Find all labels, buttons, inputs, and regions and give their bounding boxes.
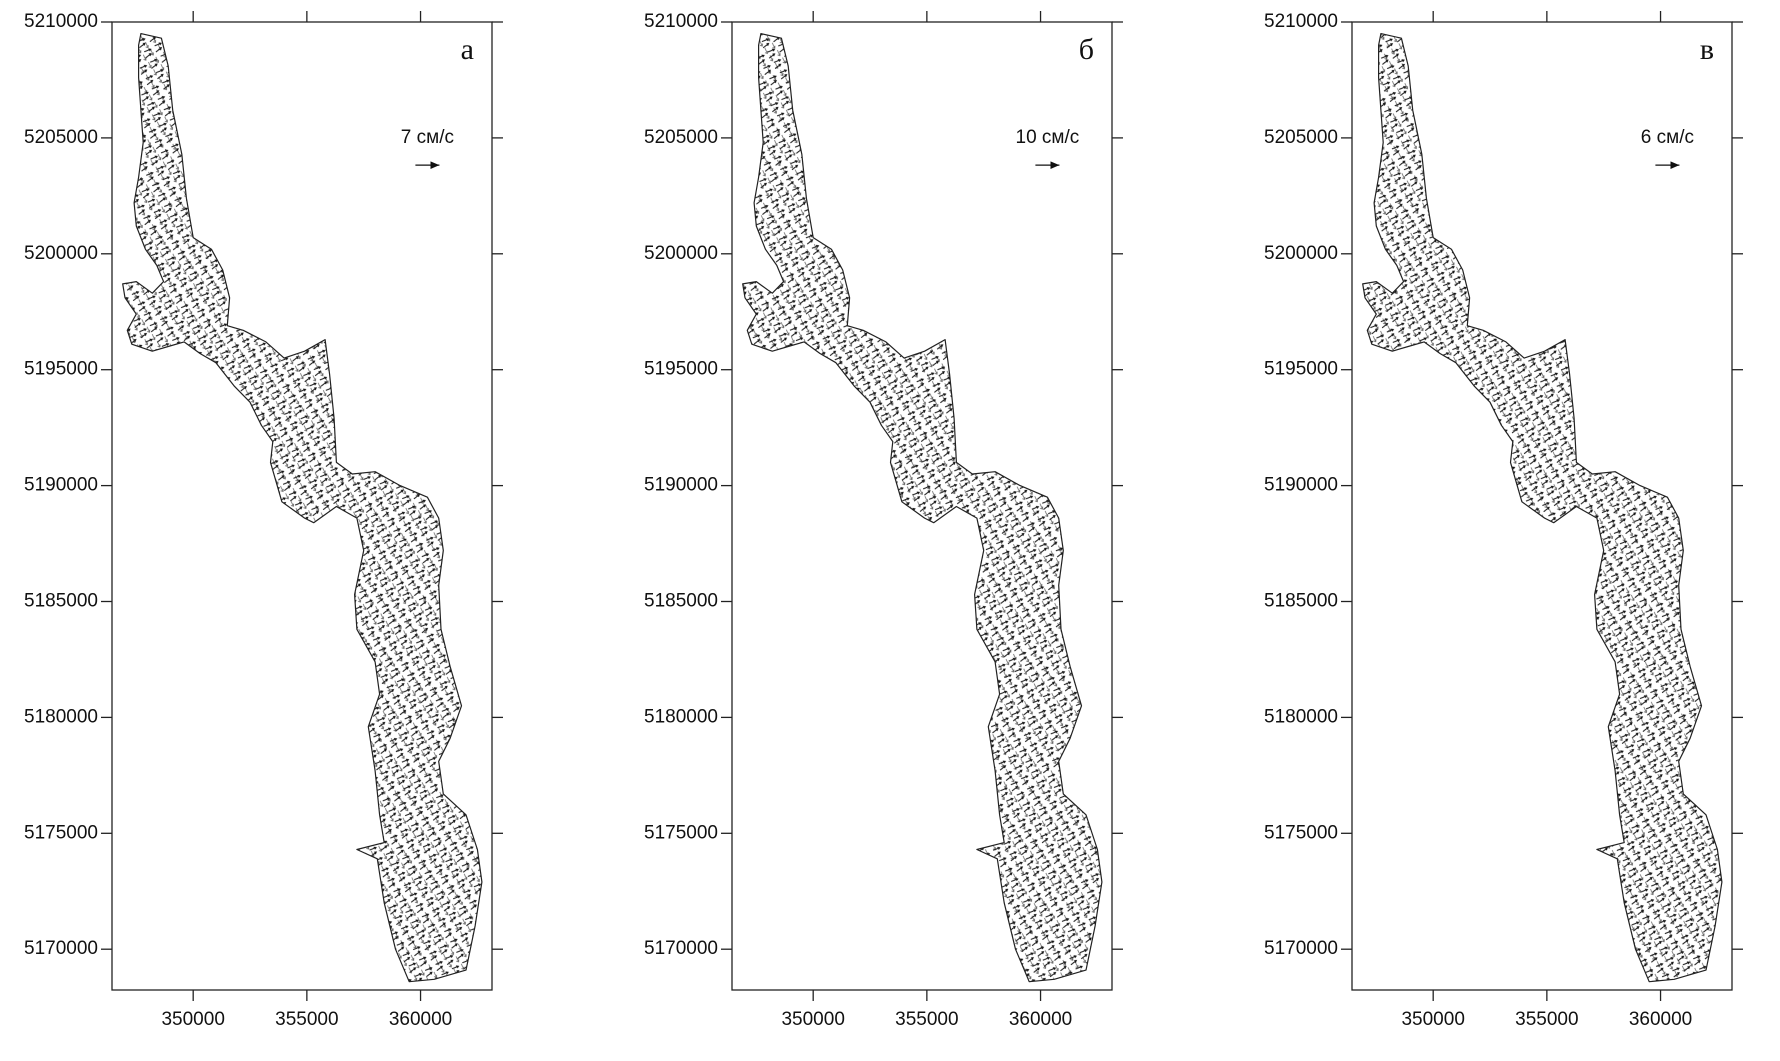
- y-tick-label: 5185000: [24, 591, 98, 612]
- y-tick-label: 5170000: [1264, 938, 1338, 959]
- y-tick-label: 5170000: [24, 938, 98, 959]
- x-tick-label: 355000: [275, 1009, 338, 1030]
- y-tick-label: 5200000: [644, 243, 718, 264]
- x-tick-label: 355000: [895, 1009, 958, 1030]
- scale-label: 6 см/с: [1641, 127, 1694, 148]
- y-tick-label: 5180000: [24, 706, 98, 727]
- y-tick-label: 5200000: [24, 243, 98, 264]
- y-tick-label: 5190000: [24, 475, 98, 496]
- scale-label: 10 см/с: [1016, 127, 1080, 148]
- y-tick-label: 5170000: [644, 938, 718, 959]
- panel: 350000 355000 360000 5170000 5175000 5180000 5…: [1264, 11, 1743, 1030]
- y-tick-label: 5180000: [644, 706, 718, 727]
- x-tick-label: 350000: [1401, 1009, 1464, 1030]
- y-tick-label: 5175000: [644, 822, 718, 843]
- lake-field-overlay: [123, 34, 482, 982]
- panel-label: а: [461, 33, 474, 66]
- y-tick-label: 5175000: [1264, 822, 1338, 843]
- lake-field-overlay: [743, 34, 1102, 982]
- y-tick-label: 5210000: [644, 11, 718, 32]
- y-tick-label: 5195000: [644, 359, 718, 380]
- y-tick-label: 5190000: [644, 475, 718, 496]
- panel-label: в: [1700, 33, 1714, 66]
- panel-label: б: [1079, 33, 1094, 66]
- scale-label: 7 см/с: [401, 127, 454, 148]
- lake-field-overlay: [1363, 34, 1722, 982]
- x-tick-label: 350000: [781, 1009, 844, 1030]
- y-tick-label: 5205000: [644, 127, 718, 148]
- y-tick-label: 5200000: [1264, 243, 1338, 264]
- y-tick-label: 5205000: [24, 127, 98, 148]
- y-tick-label: 5195000: [1264, 359, 1338, 380]
- panel: 350000 355000 360000 5170000 5175000 5180000 5…: [644, 11, 1123, 1030]
- y-tick-label: 5185000: [1264, 591, 1338, 612]
- x-tick-label: 360000: [389, 1009, 452, 1030]
- y-tick-label: 5210000: [1264, 11, 1338, 32]
- x-tick-label: 360000: [1009, 1009, 1072, 1030]
- y-tick-label: 5210000: [24, 11, 98, 32]
- x-tick-label: 355000: [1515, 1009, 1578, 1030]
- y-tick-label: 5205000: [1264, 127, 1338, 148]
- x-tick-label: 350000: [161, 1009, 224, 1030]
- x-tick-label: 360000: [1629, 1009, 1692, 1030]
- y-tick-label: 5175000: [24, 822, 98, 843]
- y-tick-label: 5180000: [1264, 706, 1338, 727]
- figure: 350000 355000 360000 5170000 5175000 5180000 5…: [0, 0, 1780, 1061]
- panel: 350000 355000 360000 5170000 5175000 5180000 5…: [24, 11, 503, 1030]
- y-tick-label: 5195000: [24, 359, 98, 380]
- y-tick-label: 5185000: [644, 591, 718, 612]
- page: {"chart_data": [ {"type": "vector_field"…: [0, 0, 1780, 1061]
- y-tick-label: 5190000: [1264, 475, 1338, 496]
